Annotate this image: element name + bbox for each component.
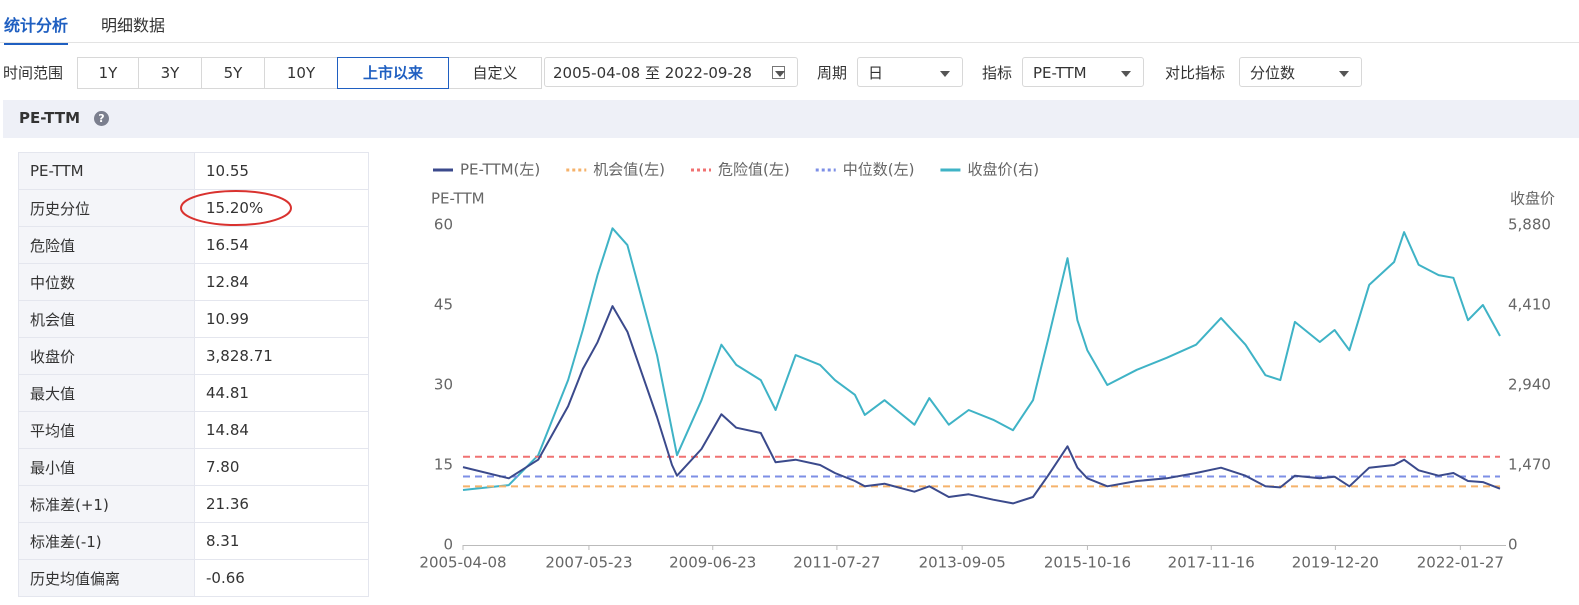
y-tick-label: 45 xyxy=(434,296,453,314)
x-tick-label: 2015-10-16 xyxy=(1044,554,1131,572)
stats-table: PE-TTM 10.55 历史分位 15.20% 危险值 16.54 中位数 12.84 机会值… xyxy=(18,152,369,597)
stat-label: 收盘价 xyxy=(18,337,195,375)
stat-value: 10.99 xyxy=(194,300,369,338)
line-series xyxy=(462,227,1501,491)
x-tick-label: 2019-12-20 xyxy=(1292,554,1379,572)
y2-tick-label: 0 xyxy=(1508,536,1518,554)
stat-value: 8.31 xyxy=(194,522,369,560)
y-tick-label: 30 xyxy=(434,376,453,394)
x-tick-label: 2017-11-16 xyxy=(1168,554,1255,572)
stat-label: 历史均值偏离 xyxy=(18,559,195,597)
panel-title: PE-TTM xyxy=(19,109,80,127)
y-axis-title: PE-TTM xyxy=(431,190,485,208)
stats-row: 标准差(-1) 8.31 xyxy=(18,522,369,560)
stat-label: 标准差(-1) xyxy=(18,522,195,560)
y-tick-label: 0 xyxy=(443,536,453,554)
range-button[interactable]: 上市以来 xyxy=(337,57,449,89)
x-tick-label: 2009-06-23 xyxy=(669,554,756,572)
date-sep: 至 xyxy=(644,64,660,82)
stat-label: 危险值 xyxy=(18,226,195,264)
tab[interactable]: 统计分析 xyxy=(4,12,69,45)
legend-label: 机会值(左) xyxy=(593,161,665,179)
highlight-circle xyxy=(180,190,292,226)
help-icon[interactable]: ? xyxy=(94,111,109,126)
x-tick-label: 2011-07-27 xyxy=(793,554,880,572)
stat-label: 最大值 xyxy=(18,374,195,412)
stats-row: 最小值 7.80 xyxy=(18,448,369,486)
indicator-value: PE-TTM xyxy=(1033,64,1087,82)
stat-value: 7.80 xyxy=(194,448,369,486)
stats-row: PE-TTM 10.55 xyxy=(18,152,369,190)
range-button[interactable]: 1Y xyxy=(77,57,139,89)
stat-value: 44.81 xyxy=(194,374,369,412)
y2-tick-label: 4,410 xyxy=(1508,296,1551,314)
panel-header: PE-TTM ? xyxy=(3,100,1579,138)
stat-value: 10.55 xyxy=(194,152,369,190)
stat-label: 中位数 xyxy=(18,263,195,301)
legend-label: 危险值(左) xyxy=(718,161,790,179)
stat-value: 12.84 xyxy=(194,263,369,301)
stat-value: 16.54 xyxy=(194,226,369,264)
stat-label: 最小值 xyxy=(18,448,195,486)
tab[interactable]: 明细数据 xyxy=(101,16,166,35)
y-tick-label: 60 xyxy=(434,216,453,234)
y2-tick-label: 5,880 xyxy=(1508,216,1551,234)
y2-tick-label: 2,940 xyxy=(1508,376,1551,394)
indicator-select[interactable]: PE-TTM xyxy=(1022,57,1144,87)
line-series xyxy=(462,305,1501,505)
range-button[interactable]: 5Y xyxy=(201,57,265,89)
y2-axis-title: 收盘价 xyxy=(1510,190,1555,208)
range-label: 时间范围 xyxy=(3,64,64,82)
stats-row: 中位数 12.84 xyxy=(18,263,369,301)
stats-row: 标准差(+1) 21.36 xyxy=(18,485,369,523)
stats-row: 危险值 16.54 xyxy=(18,226,369,264)
range-button[interactable]: 自定义 xyxy=(448,57,542,89)
stat-label: 标准差(+1) xyxy=(18,485,195,523)
stats-row: 最大值 44.81 xyxy=(18,374,369,412)
legend-label: 中位数(左) xyxy=(843,161,915,179)
stat-label: 机会值 xyxy=(18,300,195,338)
compare-label: 对比指标 xyxy=(1165,64,1226,82)
date-start: 2005-04-08 xyxy=(553,64,641,82)
compare-value: 分位数 xyxy=(1250,64,1296,82)
legend-label: 收盘价(右) xyxy=(967,161,1039,179)
range-button[interactable]: 10Y xyxy=(264,57,338,89)
stat-value: 21.36 xyxy=(194,485,369,523)
x-tick-label: 2022-01-27 xyxy=(1417,554,1504,572)
period-value: 日 xyxy=(868,64,884,82)
stats-row: 平均值 14.84 xyxy=(18,411,369,449)
date-end: 2022-09-28 xyxy=(664,64,752,82)
stats-row: 机会值 10.99 xyxy=(18,300,369,338)
y2-tick-label: 1,470 xyxy=(1508,456,1551,474)
x-tick-label: 2007-05-23 xyxy=(545,554,632,572)
stats-row: 历史均值偏离 -0.66 xyxy=(18,559,369,597)
period-label: 周期 xyxy=(817,64,848,82)
x-tick-label: 2005-04-08 xyxy=(419,554,506,572)
stat-label: 历史分位 xyxy=(18,189,195,227)
indicator-label: 指标 xyxy=(982,64,1013,82)
stats-row: 收盘价 3,828.71 xyxy=(18,337,369,375)
legend-label: PE-TTM(左) xyxy=(460,161,540,179)
y-tick-label: 15 xyxy=(434,456,453,474)
compare-select[interactable]: 分位数 xyxy=(1239,57,1362,87)
divider xyxy=(0,42,1579,43)
x-tick-label: 2013-09-05 xyxy=(919,554,1006,572)
stat-value: -0.66 xyxy=(194,559,369,597)
stats-row: 历史分位 15.20% xyxy=(18,189,369,227)
stat-value: 3,828.71 xyxy=(194,337,369,375)
date-range[interactable]: 2005-04-08 至 2022-09-28 xyxy=(544,57,798,87)
stat-label: PE-TTM xyxy=(18,152,195,190)
range-button[interactable]: 3Y xyxy=(138,57,202,89)
period-select[interactable]: 日 xyxy=(857,57,963,87)
